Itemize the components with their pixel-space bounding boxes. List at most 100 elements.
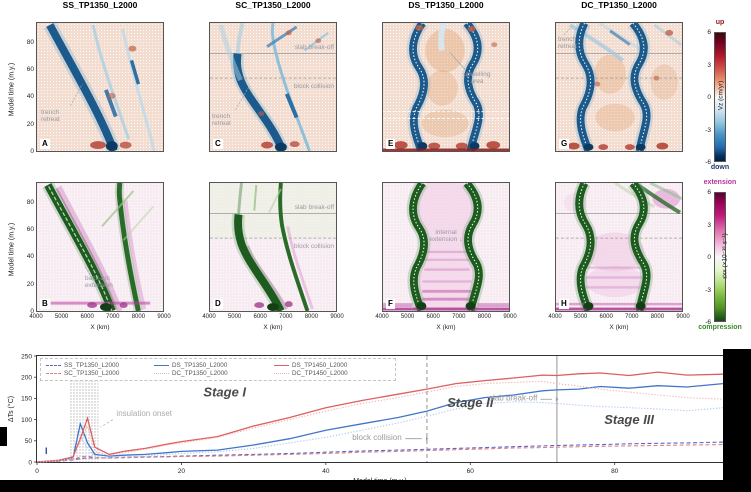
legend-label: DS_TP1450_L2000 (292, 362, 348, 369)
x-tick-label: 4000 (548, 314, 562, 320)
x-tick-label: 9000 (330, 314, 344, 320)
screenshot-black-bottom-bar (0, 480, 751, 492)
x-tick-label: 8000 (131, 314, 146, 320)
colorbar-exx-axis-label: ε̇xx (×10⁻¹⁶ s⁻¹) (721, 233, 729, 279)
y-tick-label: 150 (21, 396, 32, 403)
panel-letter: C (213, 139, 223, 149)
screenshot-black-right-bar (723, 349, 751, 492)
x-tick-label: 7000 (279, 314, 293, 320)
xticks-panel-f: 4000 5000 6000 7000 8000 9000 (375, 314, 516, 322)
panel-a-heatmap: trench retreat A (36, 22, 164, 152)
row1-ylabel: Model time (m.y.) (8, 62, 16, 117)
panel-d-heatmap: slab break-off block collision D (209, 182, 337, 312)
stage-label: Stage III (604, 412, 654, 427)
colorbar-tick-label: -3 (705, 286, 711, 294)
legend-item: DC_TP1450_L2000 (274, 370, 390, 377)
x-tick-label: 5000 (400, 314, 415, 320)
colorbar-exx-compression-label: compression (698, 324, 742, 331)
screenshot-black-left-mark (0, 427, 7, 446)
x-tick-label: 6000 (599, 314, 613, 320)
panel-letter: A (40, 139, 50, 149)
chart-ylabel: ΔTs (°C) (7, 396, 15, 422)
y-tick-label: 20 (26, 120, 34, 128)
annotation-block-collision: block collision (352, 433, 401, 442)
row2-ylabel: Model time (m.y.) (8, 222, 16, 277)
x-tick-label: 0 (35, 468, 39, 475)
y-tick-label: 60 (26, 225, 34, 233)
heatmap-art-g (556, 23, 682, 151)
series-DC_TP1450_L2000 (36, 380, 724, 463)
x-tick-label: 80 (611, 468, 619, 475)
series-SS_TP1350_L2000 (36, 441, 724, 463)
panel-b-heatmap: back-arc extension B (36, 182, 164, 312)
colorbar-tick-label: 6 (707, 189, 711, 196)
panel-h-heatmap: H (555, 182, 683, 312)
x-tick-label: 8000 (650, 314, 665, 320)
colorbar-vz-up-label: up (715, 19, 725, 26)
y-tick-label: 100 (21, 417, 32, 424)
series-DS_TP1450_L2000 (36, 371, 724, 463)
line-chart-svg: 020406080050100150200250Model time (m.y.… (7, 353, 724, 485)
y-tick-label: 20 (26, 280, 34, 288)
colorbar-tick-label: 3 (707, 61, 711, 69)
x-tick-label: 6000 (426, 314, 440, 320)
colorbar-tick-label: 0 (707, 254, 711, 261)
colorbar-tick-label: 6 (707, 29, 711, 36)
legend-label: DC_TP1450_L2000 (292, 370, 348, 377)
panel-letter: B (40, 299, 50, 309)
heatmap-art-c (210, 23, 336, 151)
x-tick-label: 7000 (106, 314, 120, 320)
yticks-panel-b: 80 60 40 20 0 (18, 182, 34, 315)
yticks-panel-a: 80 60 40 20 0 (18, 22, 34, 155)
x-tick-label: 7000 (452, 314, 466, 320)
panel-letter: F (386, 299, 395, 309)
stage-label: Stage II (447, 395, 494, 410)
colorbar-vz: 6 3 0 -3 -6 (705, 29, 726, 166)
heatmap-art-d (210, 183, 336, 311)
x-tick-label: 5000 (573, 314, 588, 320)
xlabel-panel-d: X (km) (263, 324, 283, 331)
annotation-slab-breakoff: slab break-off (489, 394, 538, 403)
panel-c-heatmap: slab break-off block collision trench re… (209, 22, 337, 152)
xticks-panel-d: 4000 5000 6000 7000 8000 9000 (202, 314, 343, 322)
heatmap-art-e (383, 23, 509, 151)
x-tick-label: 60 (467, 468, 475, 475)
panel-e-title: DS_TP1350_L2000 (408, 0, 484, 10)
x-tick-label: 5000 (227, 314, 242, 320)
annotation-connector (100, 419, 114, 428)
y-tick-label: 200 (21, 375, 32, 382)
y-tick-label: 0 (30, 308, 34, 315)
colorbar-vz-axis-label: Vz (cm/yr) (717, 80, 725, 111)
insulation-band (69, 380, 99, 462)
colorbar-tick-label: -3 (705, 126, 711, 134)
xlabel-panel-h: X (km) (609, 324, 629, 331)
x-tick-label: 4000 (29, 314, 43, 320)
panel-a-title: SS_TP1350_L2000 (62, 0, 138, 10)
panel-c-title: SC_TP1350_L2000 (235, 0, 311, 10)
x-tick-label: 9000 (157, 314, 171, 320)
colorbar-exx-extension-label: extension (703, 179, 737, 186)
xticks-panel-b: 4000 5000 6000 7000 8000 9000 (29, 314, 170, 322)
legend-label: DS_TP1350_L2000 (172, 362, 228, 369)
heatmap-art-b (42, 183, 154, 311)
panel-letter: G (559, 139, 570, 149)
colorbar-tick-label: -6 (705, 159, 711, 166)
series-DS_TP1350_L2000 (36, 382, 724, 463)
heatmap-art-h (556, 183, 682, 311)
colorbar-vz-down-label: down (710, 164, 730, 171)
xlabel-panel-b: X (km) (90, 324, 110, 331)
x-tick-label: 9000 (676, 314, 690, 320)
chart-legend: SS_TP1350_L2000 DS_TP1350_L2000 DS_TP145… (40, 358, 396, 381)
temperature-line-chart: 020406080050100150200250Model time (m.y.… (7, 353, 724, 485)
x-tick-label: 7000 (625, 314, 639, 320)
legend-swatch (154, 373, 169, 374)
y-tick-label: 250 (21, 353, 32, 360)
x-tick-label: 4000 (375, 314, 389, 320)
panel-letter: E (386, 139, 396, 149)
heatmap-art-a (43, 23, 156, 151)
legend-swatch (46, 365, 61, 366)
panel-letter: H (559, 299, 569, 309)
stage-label: Stage I (203, 384, 246, 399)
y-tick-label: 50 (25, 438, 33, 445)
